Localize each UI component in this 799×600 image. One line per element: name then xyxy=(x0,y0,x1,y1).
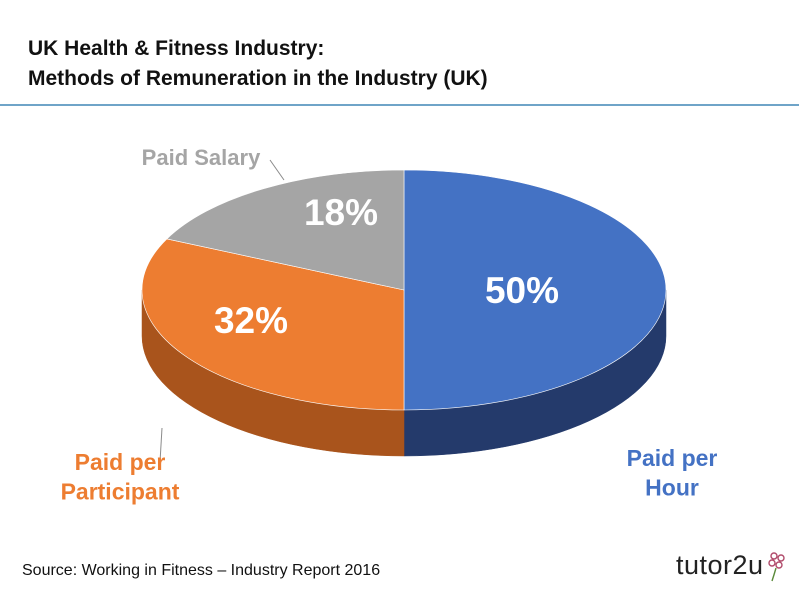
chart-title-line-1: UK Health & Fitness Industry: xyxy=(28,37,325,60)
pie-tops xyxy=(141,169,667,411)
source-note: Source: Working in Fitness – Industry Re… xyxy=(22,562,381,579)
leader-line-paid-per-participant xyxy=(159,427,163,463)
leader-line-paid-salary xyxy=(269,159,285,181)
pie-labels: Paid per Hour Paid per Participant Paid Sala… xyxy=(61,145,718,504)
pie-leaders xyxy=(159,159,285,463)
pie-slice-paid-salary xyxy=(166,169,405,291)
category-label-paid-salary: Paid Salary xyxy=(142,145,261,170)
category-label-paid-per-participant: Paid per Participant xyxy=(61,449,180,504)
chart-title: UK Health & Fitness Industry: Methods of… xyxy=(28,34,488,94)
pie-slice-paid-per-hour xyxy=(403,169,667,411)
chart-title-line-2: Methods of Remuneration in the Industry … xyxy=(28,67,488,90)
flower-logo-icon xyxy=(768,552,785,582)
value-label-paid-per-participant: 32% xyxy=(214,300,288,341)
title-divider xyxy=(0,104,799,106)
pie-values: 50% 32% 18% xyxy=(214,192,559,341)
tutor2u-logo: tutor2u xyxy=(676,550,764,580)
category-label-paid-per-hour: Paid per Hour xyxy=(627,445,718,500)
pie-slice-paid-per-participant xyxy=(141,238,405,411)
value-label-paid-per-hour: 50% xyxy=(485,270,559,311)
value-label-paid-salary: 18% xyxy=(304,192,378,233)
